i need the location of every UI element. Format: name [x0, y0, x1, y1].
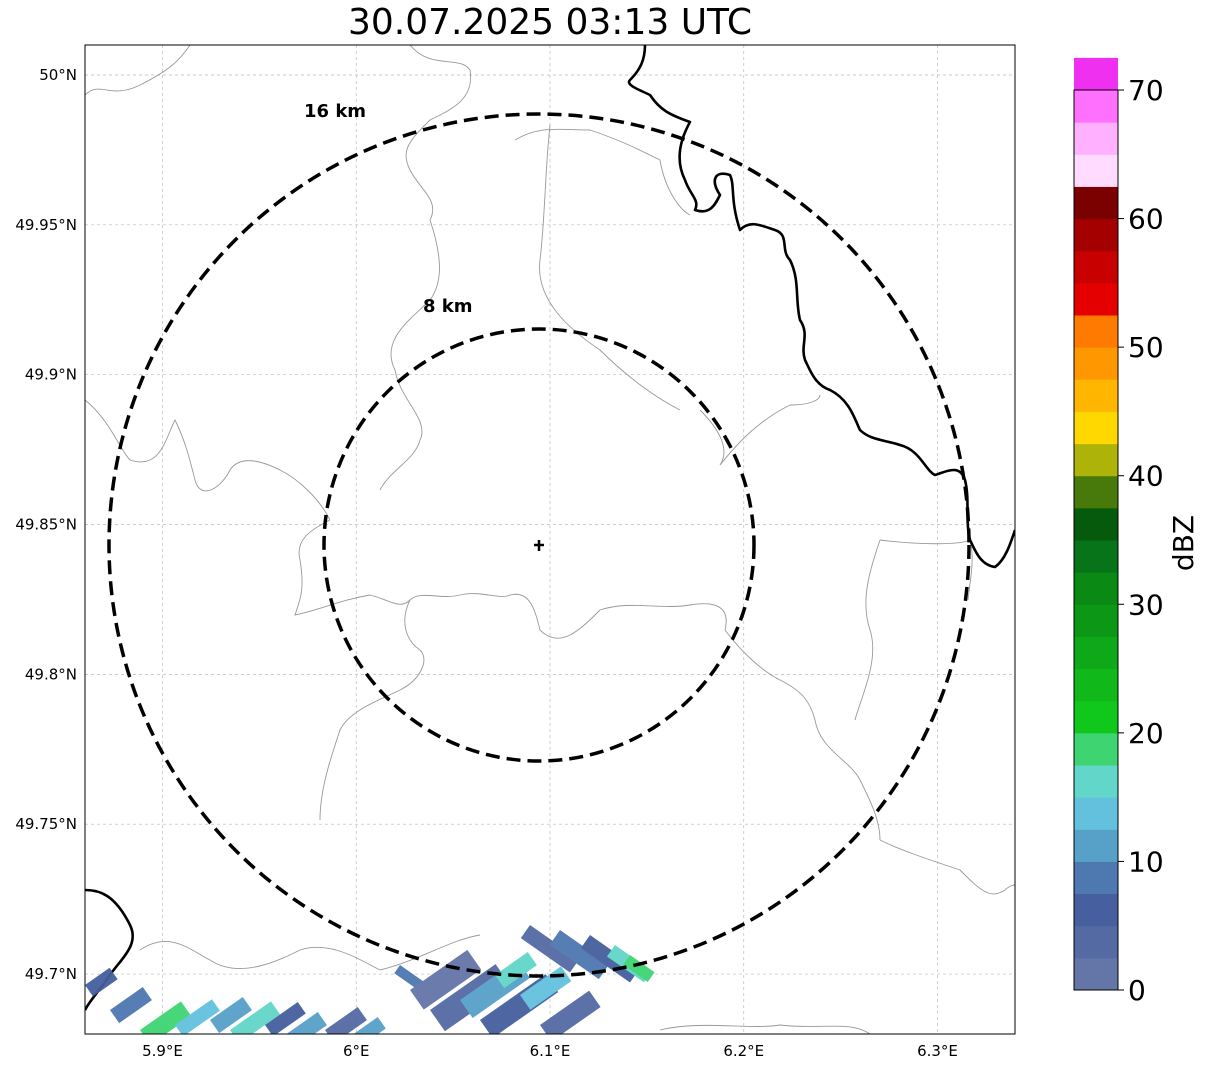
ring-label-16km: 16 km [304, 101, 366, 122]
colorbar-segment [1074, 540, 1118, 573]
colorbar-tick-label: 40 [1128, 460, 1164, 493]
colorbar-unit-label: dBZ [1167, 515, 1200, 571]
lon-tick-label: 5.9°E [142, 1042, 183, 1060]
colorbar-segment [1074, 122, 1118, 155]
range-rings [107, 112, 971, 978]
graticule-grid [85, 45, 1015, 1034]
colorbar-segment [1074, 957, 1118, 991]
colorbar-tick-label: 20 [1128, 717, 1164, 750]
map-title: 30.07.2025 03:13 UTC [347, 2, 753, 43]
ring-label-8km: 8 km [423, 296, 473, 317]
colorbar-segment [1074, 507, 1118, 541]
colorbar-tick-label: 50 [1128, 331, 1164, 364]
lat-tick-label: 49.95°N [15, 216, 77, 234]
colorbar-frame [1073, 89, 1119, 991]
colorbar-segment [1074, 154, 1118, 187]
colorbar-segment [1074, 90, 1118, 123]
colorbar-segment [1074, 604, 1118, 637]
colorbar-segment [1074, 765, 1118, 798]
lat-tick-label: 50°N [39, 66, 77, 84]
colorbar-tick-label: 0 [1128, 974, 1146, 1007]
colorbar-segment [1074, 250, 1118, 284]
colorbar-segment [1074, 475, 1118, 509]
colorbar-segment [1074, 668, 1118, 702]
lon-tick-label: 6.2°E [723, 1042, 764, 1060]
colorbar-segment [1074, 57, 1118, 91]
colorbar-segment [1074, 732, 1118, 766]
colorbar-segment [1074, 218, 1118, 252]
lat-tick-label: 49.8°N [25, 665, 77, 683]
range-ring-8km [322, 327, 756, 763]
colorbar-segment [1074, 861, 1118, 895]
radar-site-marker [534, 540, 544, 551]
colorbar-segment [1074, 572, 1118, 605]
lat-tick-label: 49.75°N [15, 815, 77, 833]
colorbar-segment [1074, 443, 1118, 477]
colorbar-segment [1074, 636, 1118, 670]
colorbar-segment [1074, 282, 1118, 316]
colorbar-segment [1074, 186, 1118, 220]
colorbar-segment [1074, 379, 1118, 412]
colorbar: 0 10 20 30 40 50 60 70 [1073, 57, 1164, 1007]
colorbar-tick-label: 30 [1128, 588, 1164, 621]
colorbar-segment [1074, 797, 1118, 830]
map-frame [84, 44, 1016, 1035]
colorbar-segment [1074, 411, 1118, 445]
colorbar-segment [1074, 315, 1118, 348]
lon-tick-label: 6°E [343, 1042, 370, 1060]
lon-tick-label: 6.1°E [530, 1042, 571, 1060]
radar-echoes [85, 925, 655, 1034]
colorbar-tick-label: 10 [1128, 845, 1164, 878]
lat-tick-label: 49.7°N [25, 965, 77, 983]
colorbar-segment [1074, 700, 1118, 734]
colorbar-segment [1074, 925, 1118, 959]
lat-tick-label: 49.9°N [25, 366, 77, 384]
range-ring-16km [107, 112, 971, 978]
colorbar-segment [1074, 893, 1118, 927]
colorbar-segment [1074, 347, 1118, 380]
admin-boundaries [85, 45, 1015, 1034]
colorbar-segment [1074, 829, 1118, 862]
axis-ticks: 5.9°E 6°E 6.1°E 6.2°E 6.3°E 50°N 49.95°N 49.9°N… [15, 66, 958, 1060]
colorbar-tick-label: 60 [1128, 203, 1164, 236]
lon-tick-label: 6.3°E [917, 1042, 958, 1060]
colorbar-tick-label: 70 [1128, 74, 1164, 107]
lat-tick-label: 49.85°N [15, 516, 77, 534]
